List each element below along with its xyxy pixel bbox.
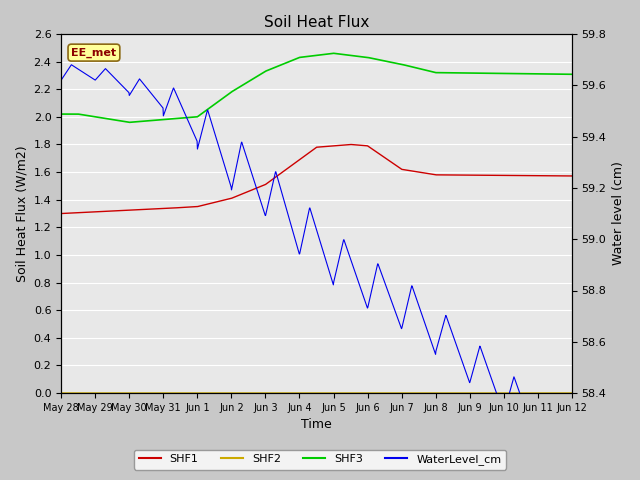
SHF2 (274, 390, 282, 396)
SHF1 (294, 158, 301, 164)
SHF3 (97, 115, 104, 120)
Line: SHF1: SHF1 (61, 144, 572, 214)
SHF3 (118, 118, 125, 124)
SHF2 (118, 390, 125, 396)
Y-axis label: Soil Heat Flux (W/m2): Soil Heat Flux (W/m2) (15, 145, 28, 282)
SHF1 (274, 173, 282, 179)
SHF1 (285, 165, 292, 170)
SHF2 (97, 390, 104, 396)
WaterLevel_cm (275, 177, 282, 183)
SHF3 (58, 111, 65, 117)
SHF2 (58, 390, 65, 396)
X-axis label: Time: Time (301, 419, 332, 432)
SHF3 (330, 50, 337, 56)
SHF1 (97, 209, 104, 215)
SHF1 (118, 208, 125, 214)
SHF3 (125, 120, 133, 125)
Text: EE_met: EE_met (72, 48, 116, 58)
SHF3 (568, 72, 576, 77)
SHF3 (275, 63, 282, 69)
SHF2 (294, 390, 301, 396)
SHF3 (349, 53, 356, 59)
SHF3 (294, 55, 302, 61)
SHF3 (285, 59, 292, 65)
SHF1 (346, 142, 354, 147)
Legend: SHF1, SHF2, SHF3, WaterLevel_cm: SHF1, SHF2, SHF3, WaterLevel_cm (134, 450, 506, 469)
WaterLevel_cm (97, 71, 105, 76)
SHF2 (285, 390, 292, 396)
WaterLevel_cm (68, 62, 76, 68)
Title: Soil Heat Flux: Soil Heat Flux (264, 15, 369, 30)
WaterLevel_cm (58, 77, 65, 83)
WaterLevel_cm (568, 472, 576, 478)
SHF1 (58, 211, 65, 216)
SHF1 (568, 173, 576, 179)
SHF2 (348, 390, 356, 396)
WaterLevel_cm (118, 83, 125, 88)
Line: WaterLevel_cm: WaterLevel_cm (61, 65, 572, 475)
Line: SHF3: SHF3 (61, 53, 572, 122)
WaterLevel_cm (348, 261, 356, 266)
SHF2 (568, 390, 576, 396)
SHF1 (348, 142, 356, 147)
WaterLevel_cm (285, 214, 292, 220)
Y-axis label: Water level (cm): Water level (cm) (612, 162, 625, 265)
WaterLevel_cm (294, 246, 302, 252)
